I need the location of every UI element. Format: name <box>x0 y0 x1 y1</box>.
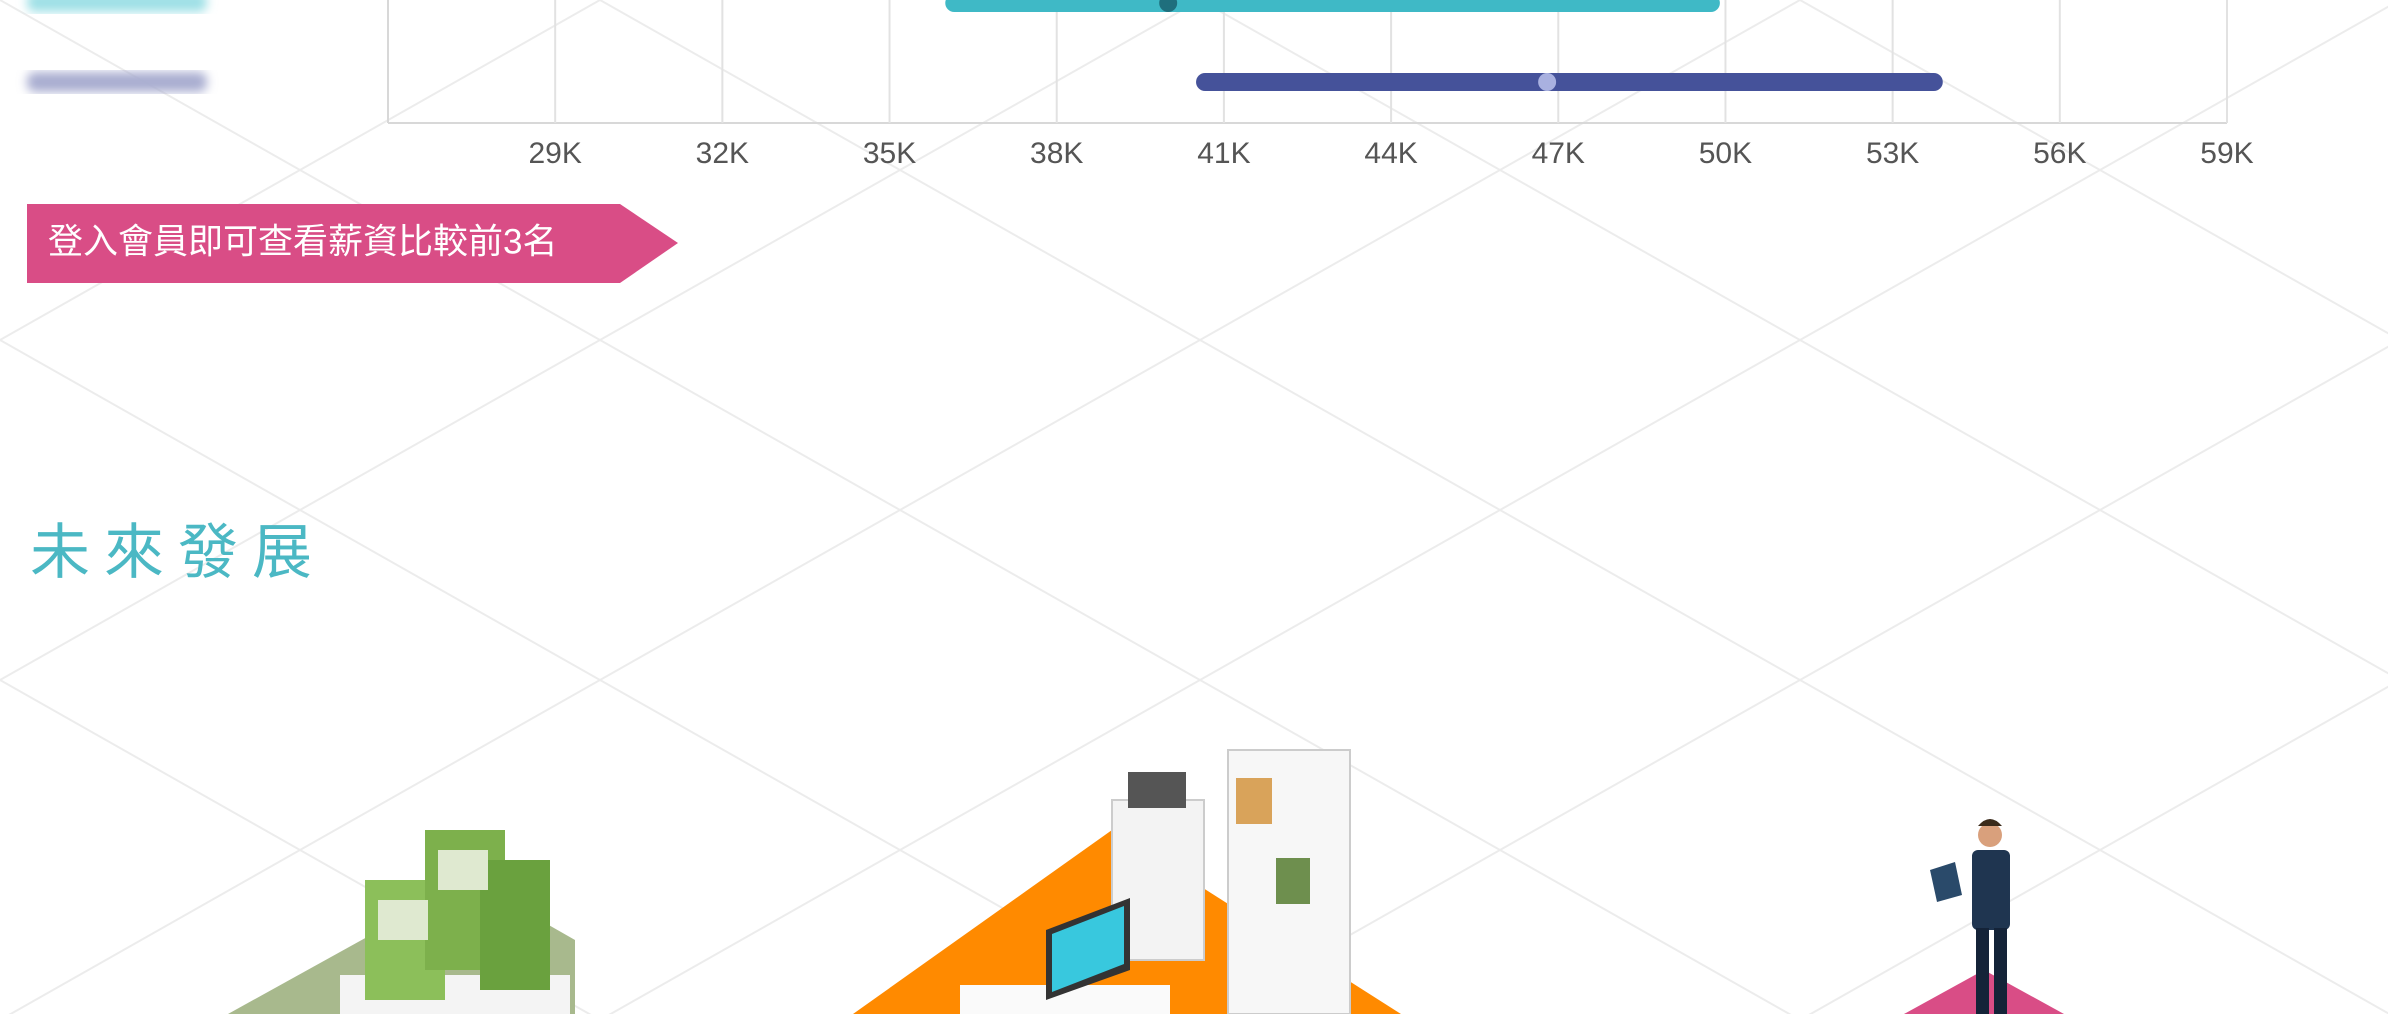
x-tick-label: 47K <box>1532 137 1585 170</box>
x-tick-label: 59K <box>2200 137 2253 170</box>
blurred-label <box>27 72 207 92</box>
x-tick-label: 53K <box>1866 137 1919 170</box>
median-dot <box>1538 73 1556 91</box>
page: 29K 32K 35K 38K 41K 44K 47K 50K 53K 56K 59K 登入會員即可… <box>0 0 2388 1014</box>
x-tick-label: 50K <box>1699 137 1752 170</box>
x-tick-label: 32K <box>696 137 749 170</box>
x-tick-label: 38K <box>1030 137 1083 170</box>
x-tick-label: 56K <box>2033 137 2086 170</box>
range-bar <box>945 0 1720 12</box>
blurred-label <box>27 0 207 12</box>
login-banner[interactable]: 登入會員即可查看薪資比較前3名 <box>27 204 678 283</box>
screen: 29K 32K 35K 38K 41K 44K 47K 50K 53K 56K 59K 登入會員即可… <box>0 0 2388 1014</box>
x-tick-label: 35K <box>863 137 916 170</box>
x-tick-label: 41K <box>1197 137 1250 170</box>
x-tick-label: 44K <box>1364 137 1417 170</box>
banner-text[interactable]: 登入會員即可查看薪資比較前3名 <box>48 222 557 261</box>
section-title: 未來發展 <box>30 519 326 586</box>
range-bar <box>1196 73 1943 91</box>
x-tick-label: 29K <box>528 137 581 170</box>
